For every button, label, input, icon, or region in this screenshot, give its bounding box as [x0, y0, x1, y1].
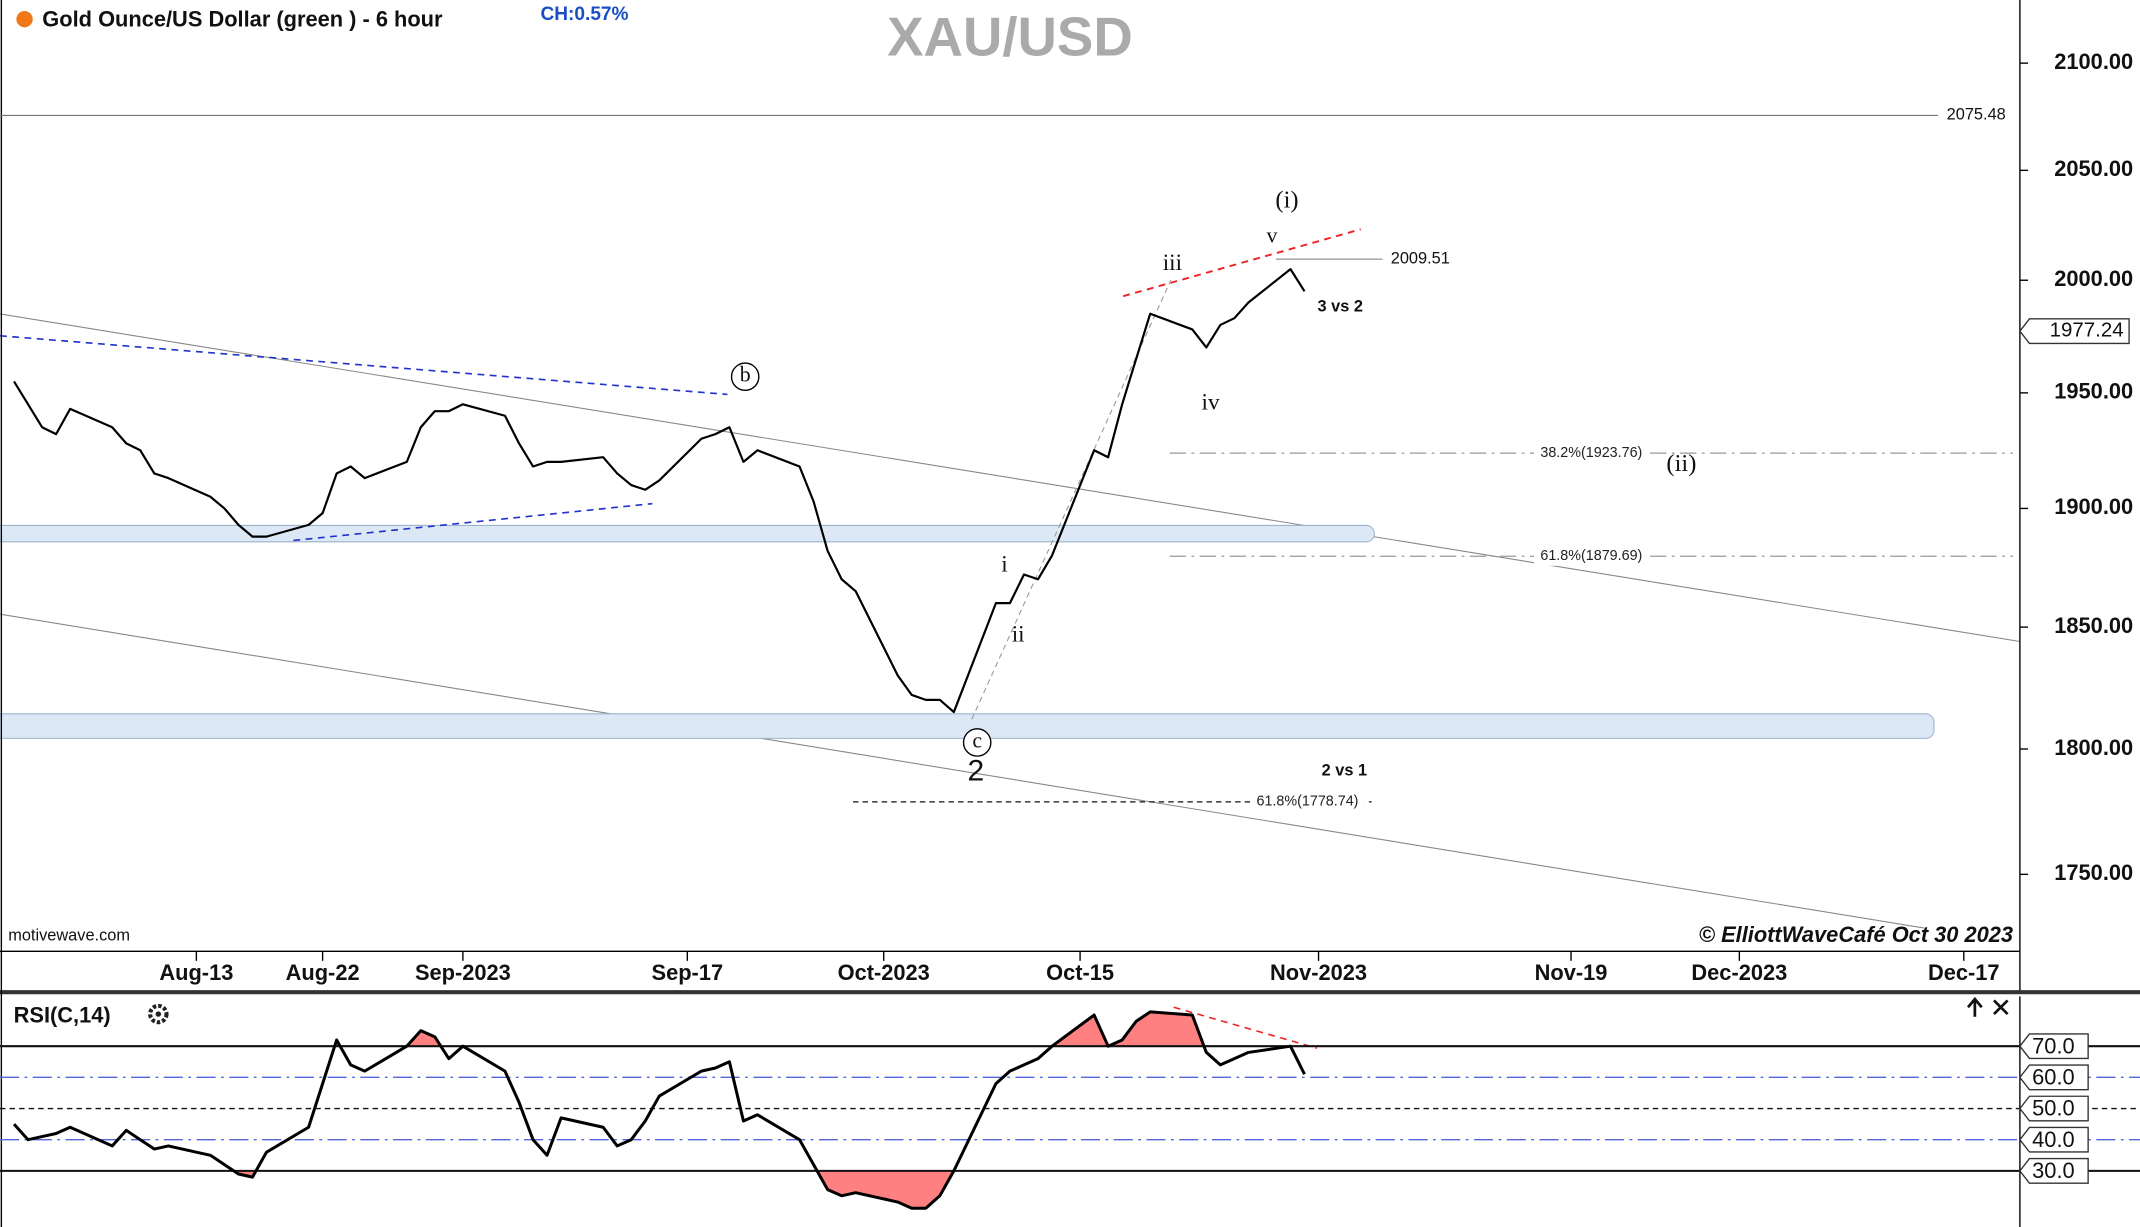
channel-line — [0, 313, 2020, 643]
y-tick-label: 70.0 — [2032, 1033, 2074, 1058]
wave-circle — [962, 728, 992, 757]
symbol-watermark: XAU/USD — [887, 6, 1133, 67]
y-tick-label: 1850.00 — [2054, 613, 2133, 638]
trendline — [1122, 228, 1361, 298]
last-price-label: 1977.24 — [2050, 319, 2124, 342]
y-tick-label: 50.0 — [2032, 1096, 2074, 1121]
rsi-label-box — [2019, 1033, 2089, 1060]
level-label: 2075.48 — [1947, 106, 2006, 124]
rsi-label-box — [2019, 1126, 2089, 1153]
overbought-fill — [14, 1011, 1305, 1047]
wave-label: 2 vs 1 — [1322, 761, 1367, 779]
change-label: CH:0.57% — [540, 4, 628, 25]
y-tick-label: 2000.00 — [2054, 266, 2133, 291]
source: motivewave.com — [8, 927, 130, 945]
y-tick-label: 1750.00 — [2054, 860, 2133, 885]
x-tick-label: Dec-2023 — [1691, 960, 1787, 985]
y-tick-label: 2100.00 — [2054, 49, 2133, 74]
wave-label: i — [1001, 552, 1007, 578]
x-tick-label: Aug-22 — [286, 960, 360, 985]
support-zone — [0, 713, 1935, 739]
wave-label: (ii) — [1666, 450, 1696, 477]
rsi-label-box — [2019, 1064, 2089, 1091]
wave-label: b — [740, 363, 751, 387]
wave-circle — [730, 362, 760, 392]
x-tick-label: Sep-17 — [652, 960, 724, 985]
y-tick-label: 60.0 — [2032, 1064, 2074, 1089]
wave-label: c — [972, 728, 982, 752]
rsi-label-box — [2019, 1157, 2089, 1184]
close-icon[interactable] — [1993, 999, 2009, 1016]
wave-label: ii — [1012, 621, 1025, 647]
wave-label: iv — [1202, 389, 1220, 415]
x-tick-label: Nov-2023 — [1270, 960, 1367, 985]
y-tick-label: 1900.00 — [2054, 494, 2133, 519]
fib-label-bg — [1534, 443, 1649, 463]
y-tick-label: 1800.00 — [2054, 735, 2133, 760]
settings-icon[interactable] — [148, 1003, 169, 1025]
wave-label: v — [1267, 224, 1278, 248]
wave-label: 2 — [967, 754, 984, 787]
rsi-label-box — [2019, 1095, 2089, 1122]
wave-label: iii — [1163, 250, 1182, 276]
last-price-box — [2019, 318, 2130, 345]
x-tick-label: Nov-19 — [1535, 960, 1608, 985]
x-tick-label: Dec-17 — [1928, 960, 2000, 985]
x-tick-label: Sep-2023 — [415, 960, 511, 985]
maximize-icon[interactable] — [1966, 996, 1983, 1017]
y-tick-label: 2050.00 — [2054, 156, 2133, 181]
channel-line — [0, 613, 1925, 929]
fib-label-bg — [1534, 546, 1649, 566]
chart-title: Gold Ounce/US Dollar (green ) - 6 hour — [42, 6, 443, 31]
trendline — [0, 334, 728, 396]
credit: © ElliottWaveCafé Oct 30 2023 — [1699, 922, 2013, 947]
wave-label: 3 vs 2 — [1317, 297, 1362, 315]
fib-label: 38.2%(1923.76) — [1540, 445, 1642, 461]
rsi-line — [12, 1010, 1306, 1210]
y-tick-label: 30.0 — [2032, 1158, 2074, 1183]
fib-label-bg — [1250, 792, 1365, 812]
y-tick-label: 40.0 — [2032, 1127, 2074, 1152]
y-tick-label: 1950.00 — [2054, 379, 2133, 404]
level-label: 2009.51 — [1391, 249, 1450, 267]
fib-label: 61.8%(1879.69) — [1540, 548, 1642, 564]
trendline — [293, 502, 653, 542]
price-line — [13, 268, 1306, 714]
fib-label: 61.8%(1778.74) — [1256, 794, 1358, 810]
x-tick-label: Aug-13 — [159, 960, 233, 985]
rsi-title: RSI(C,14) — [14, 1003, 111, 1028]
x-tick-label: Oct-2023 — [838, 960, 930, 985]
support-zone — [0, 524, 1375, 543]
x-tick-label: Oct-15 — [1046, 960, 1114, 985]
rsi-trendline — [1173, 1006, 1318, 1049]
wave-label: (i) — [1275, 187, 1298, 214]
status-dot — [16, 10, 33, 28]
